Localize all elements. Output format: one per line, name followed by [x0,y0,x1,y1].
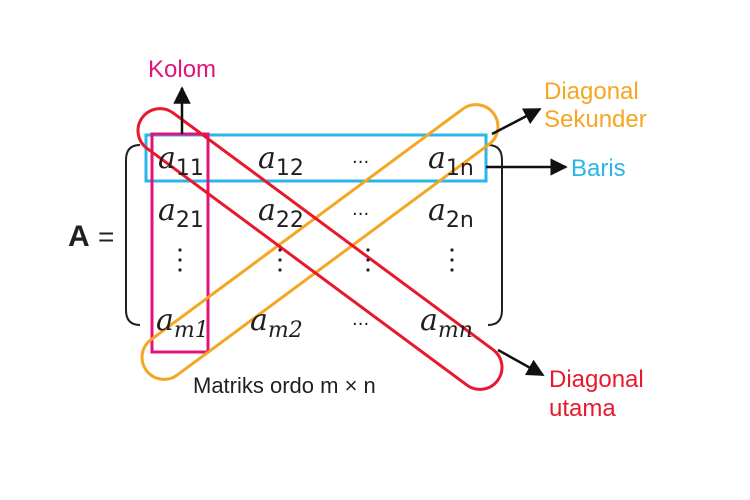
entry-am1: am1 [156,303,209,343]
ellipsis-r2: ··· [352,204,369,225]
main-diagonal-label-line2: utama [549,395,616,422]
column-highlight [150,132,210,354]
caption: Matriks ordo m × n [193,373,376,398]
ellipsis-r1: ··· [352,152,369,173]
row-label: Baris [571,155,626,182]
secondary-diagonal-label-line1: Diagonal [544,78,639,105]
row-highlight [144,133,488,183]
entry-a11: a11 [158,141,204,181]
entry-a2n: a2n [428,193,474,233]
ellipsis-r3: ··· [352,314,369,335]
secondary-diagonal-arrow [491,107,542,136]
entry-am2: am2 [250,303,303,343]
entry-a12: a12 [258,141,304,181]
right-bracket [487,144,503,326]
main-diagonal-label-line1: Diagonal [549,366,644,393]
equals-sign: = [98,221,114,252]
vertical-dots [178,248,454,272]
column-label: Kolom [148,56,216,83]
entry-a21: a21 [158,193,204,233]
entry-amn: amn [420,303,473,343]
left-bracket [125,144,141,326]
entry-a1n: a1n [428,141,474,181]
entry-a22: a22 [258,193,304,233]
secondary-diagonal-label-line2: Sekunder [544,106,647,133]
main-diagonal-arrow [497,348,545,377]
secondary-diagonal-highlight [140,103,500,381]
main-diagonal-highlight [136,107,504,391]
matrix-name: A [68,220,90,253]
